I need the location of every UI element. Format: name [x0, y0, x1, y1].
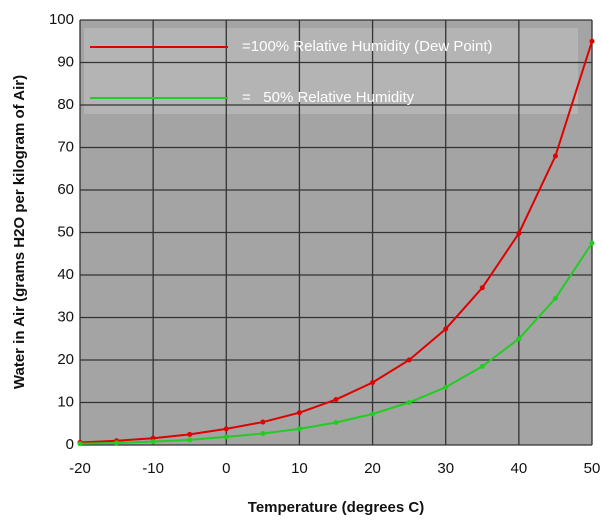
data-point: [260, 431, 266, 437]
y-tick-label: 50: [57, 223, 74, 240]
x-axis-title: Temperature (degrees C): [248, 499, 424, 516]
data-point: [223, 426, 229, 432]
y-tick-label: 30: [57, 308, 74, 325]
legend-label: = 50% Relative Humidity: [242, 89, 415, 106]
data-point: [296, 426, 302, 432]
data-point: [77, 441, 83, 447]
data-point: [443, 326, 449, 332]
data-point: [552, 295, 558, 301]
data-point: [187, 431, 193, 437]
data-point: [370, 411, 376, 417]
data-point: [370, 380, 376, 386]
data-point: [552, 153, 558, 159]
x-tick-label: -10: [142, 460, 164, 477]
x-tick-label: 40: [511, 460, 528, 477]
data-point: [479, 363, 485, 369]
y-tick-label: 90: [57, 53, 74, 70]
x-tick-label: 50: [584, 460, 601, 477]
data-point: [479, 285, 485, 291]
data-point: [443, 384, 449, 390]
data-point: [114, 440, 120, 446]
x-tick-label: 30: [437, 460, 454, 477]
data-point: [260, 419, 266, 425]
y-tick-label: 40: [57, 266, 74, 283]
data-point: [223, 434, 229, 440]
y-tick-label: 70: [57, 138, 74, 155]
data-point: [296, 410, 302, 416]
data-point: [406, 357, 412, 363]
y-tick-label: 10: [57, 393, 74, 410]
y-tick-label: 0: [66, 436, 74, 453]
legend-label: =100% Relative Humidity (Dew Point): [242, 38, 493, 55]
data-point: [516, 336, 522, 342]
data-point: [333, 419, 339, 425]
data-point: [150, 439, 156, 445]
y-axis-title: Water in Air (grams H2O per kilogram of …: [11, 75, 28, 389]
y-tick-label: 80: [57, 96, 74, 113]
data-point: [589, 38, 595, 44]
data-point: [516, 230, 522, 236]
x-tick-label: 10: [291, 460, 308, 477]
x-tick-label: 20: [364, 460, 381, 477]
x-tick-label: -20: [69, 460, 91, 477]
y-tick-label: 100: [49, 11, 74, 28]
legend-box: [84, 28, 578, 114]
y-tick-label: 20: [57, 351, 74, 368]
data-point: [333, 397, 339, 403]
data-point: [406, 400, 412, 405]
x-tick-label: 0: [222, 460, 230, 477]
data-point: [187, 437, 193, 443]
data-point: [589, 240, 595, 246]
y-tick-label: 60: [57, 181, 74, 198]
